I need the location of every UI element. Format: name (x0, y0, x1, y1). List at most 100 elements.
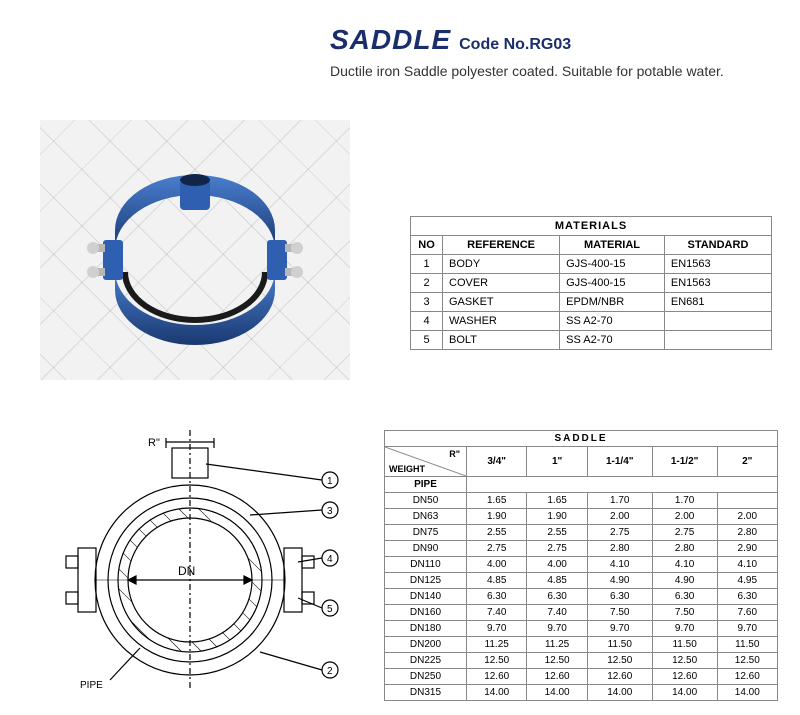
table-cell: EPDM/NBR (560, 293, 665, 312)
weight-cell: 9.70 (527, 621, 587, 637)
table-cell: EN681 (664, 293, 771, 312)
weight-cell: 2.75 (527, 541, 587, 557)
pipe-header: PIPE (385, 477, 467, 493)
table-row: DN501.651.651.701.70 (385, 493, 778, 509)
svg-text:1: 1 (327, 476, 333, 487)
table-row: 4WASHERSS A2-70 (411, 312, 772, 331)
weight-cell: 11.25 (467, 637, 527, 653)
table-row: DN631.901.902.002.002.00 (385, 509, 778, 525)
weight-cell: 7.40 (527, 605, 587, 621)
pipe-cell: DN315 (385, 685, 467, 701)
table-cell: BODY (443, 255, 560, 274)
table-cell: GJS-400-15 (560, 255, 665, 274)
pipe-cell: DN225 (385, 653, 467, 669)
table-cell: GJS-400-15 (560, 274, 665, 293)
weight-cell: 11.25 (527, 637, 587, 653)
pipe-cell: DN250 (385, 669, 467, 685)
materials-table: MATERIALS NO REFERENCE MATERIAL STANDARD… (410, 216, 772, 350)
weight-cell: 6.30 (467, 589, 527, 605)
materials-title: MATERIALS (411, 217, 772, 236)
saddle-title: SADDLE (385, 431, 778, 447)
table-row: DN1104.004.004.104.104.10 (385, 557, 778, 573)
weight-cell: 12.60 (527, 669, 587, 685)
diag-header: WEIGHT R" (385, 447, 467, 477)
weight-cell: 12.50 (587, 653, 652, 669)
table-row: DN752.552.552.752.752.80 (385, 525, 778, 541)
weight-cell: 12.60 (587, 669, 652, 685)
size-col-2: 1-1/4" (587, 447, 652, 477)
weight-cell: 2.55 (467, 525, 527, 541)
weight-cell: 2.55 (527, 525, 587, 541)
weight-cell: 12.50 (717, 653, 777, 669)
weight-cell: 2.90 (717, 541, 777, 557)
table-cell: EN1563 (664, 255, 771, 274)
weight-cell: 14.00 (587, 685, 652, 701)
weight-cell: 4.85 (527, 573, 587, 589)
col-material: MATERIAL (560, 236, 665, 255)
weight-cell: 2.00 (717, 509, 777, 525)
weight-cell: 2.00 (652, 509, 717, 525)
table-cell: GASKET (443, 293, 560, 312)
weight-cell: 12.50 (527, 653, 587, 669)
technical-drawing: R" DN 1 3 4 5 2 (30, 430, 350, 690)
table-cell: 5 (411, 331, 443, 350)
weight-cell: 9.70 (717, 621, 777, 637)
weight-cell: 7.40 (467, 605, 527, 621)
table-cell: BOLT (443, 331, 560, 350)
dn-label: DN (178, 564, 195, 578)
table-cell: 2 (411, 274, 443, 293)
r-header: R" (449, 449, 460, 459)
weight-cell: 4.10 (587, 557, 652, 573)
weight-cell: 9.70 (467, 621, 527, 637)
weight-cell: 4.95 (717, 573, 777, 589)
weight-cell: 4.10 (717, 557, 777, 573)
pipe-cell: DN200 (385, 637, 467, 653)
weight-cell: 2.80 (587, 541, 652, 557)
table-row: DN902.752.752.802.802.90 (385, 541, 778, 557)
table-row: DN1607.407.407.507.507.60 (385, 605, 778, 621)
table-row: 3GASKETEPDM/NBREN681 (411, 293, 772, 312)
pipe-cell: DN63 (385, 509, 467, 525)
weight-cell: 12.60 (717, 669, 777, 685)
table-cell: 4 (411, 312, 443, 331)
pipe-cell: DN75 (385, 525, 467, 541)
pipe-cell: DN180 (385, 621, 467, 637)
col-standard: STANDARD (664, 236, 771, 255)
table-cell (664, 312, 771, 331)
weight-cell: 12.50 (652, 653, 717, 669)
weight-cell: 4.90 (652, 573, 717, 589)
weight-cell: 12.60 (652, 669, 717, 685)
svg-text:2: 2 (327, 666, 333, 677)
pipe-cell: DN140 (385, 589, 467, 605)
header: SADDLE Code No.RG03 Ductile iron Saddle … (330, 24, 770, 81)
weight-cell: 1.65 (467, 493, 527, 509)
col-no: NO (411, 236, 443, 255)
svg-text:5: 5 (327, 604, 333, 615)
product-image (40, 120, 350, 380)
pipe-cell: DN50 (385, 493, 467, 509)
materials-header-row: NO REFERENCE MATERIAL STANDARD (411, 236, 772, 255)
col-reference: REFERENCE (443, 236, 560, 255)
weight-cell: 14.00 (717, 685, 777, 701)
weight-cell: 4.90 (587, 573, 652, 589)
pipe-cell: DN125 (385, 573, 467, 589)
table-row: DN22512.5012.5012.5012.5012.50 (385, 653, 778, 669)
table-row: DN25012.6012.6012.6012.6012.60 (385, 669, 778, 685)
weight-cell: 7.50 (587, 605, 652, 621)
weight-cell: 1.70 (652, 493, 717, 509)
size-col-1: 1" (527, 447, 587, 477)
saddle-icon (75, 150, 315, 350)
table-cell: COVER (443, 274, 560, 293)
weight-cell: 2.00 (587, 509, 652, 525)
table-cell: 3 (411, 293, 443, 312)
weight-cell: 11.50 (717, 637, 777, 653)
weight-label: WEIGHT (389, 464, 425, 474)
table-row: DN1406.306.306.306.306.30 (385, 589, 778, 605)
weight-cell: 12.50 (467, 653, 527, 669)
weight-cell: 14.00 (527, 685, 587, 701)
product-description: Ductile iron Saddle polyester coated. Su… (330, 62, 770, 81)
weight-cell: 7.50 (652, 605, 717, 621)
weight-cell: 1.70 (587, 493, 652, 509)
weight-cell: 6.30 (717, 589, 777, 605)
weight-cell: 4.00 (527, 557, 587, 573)
